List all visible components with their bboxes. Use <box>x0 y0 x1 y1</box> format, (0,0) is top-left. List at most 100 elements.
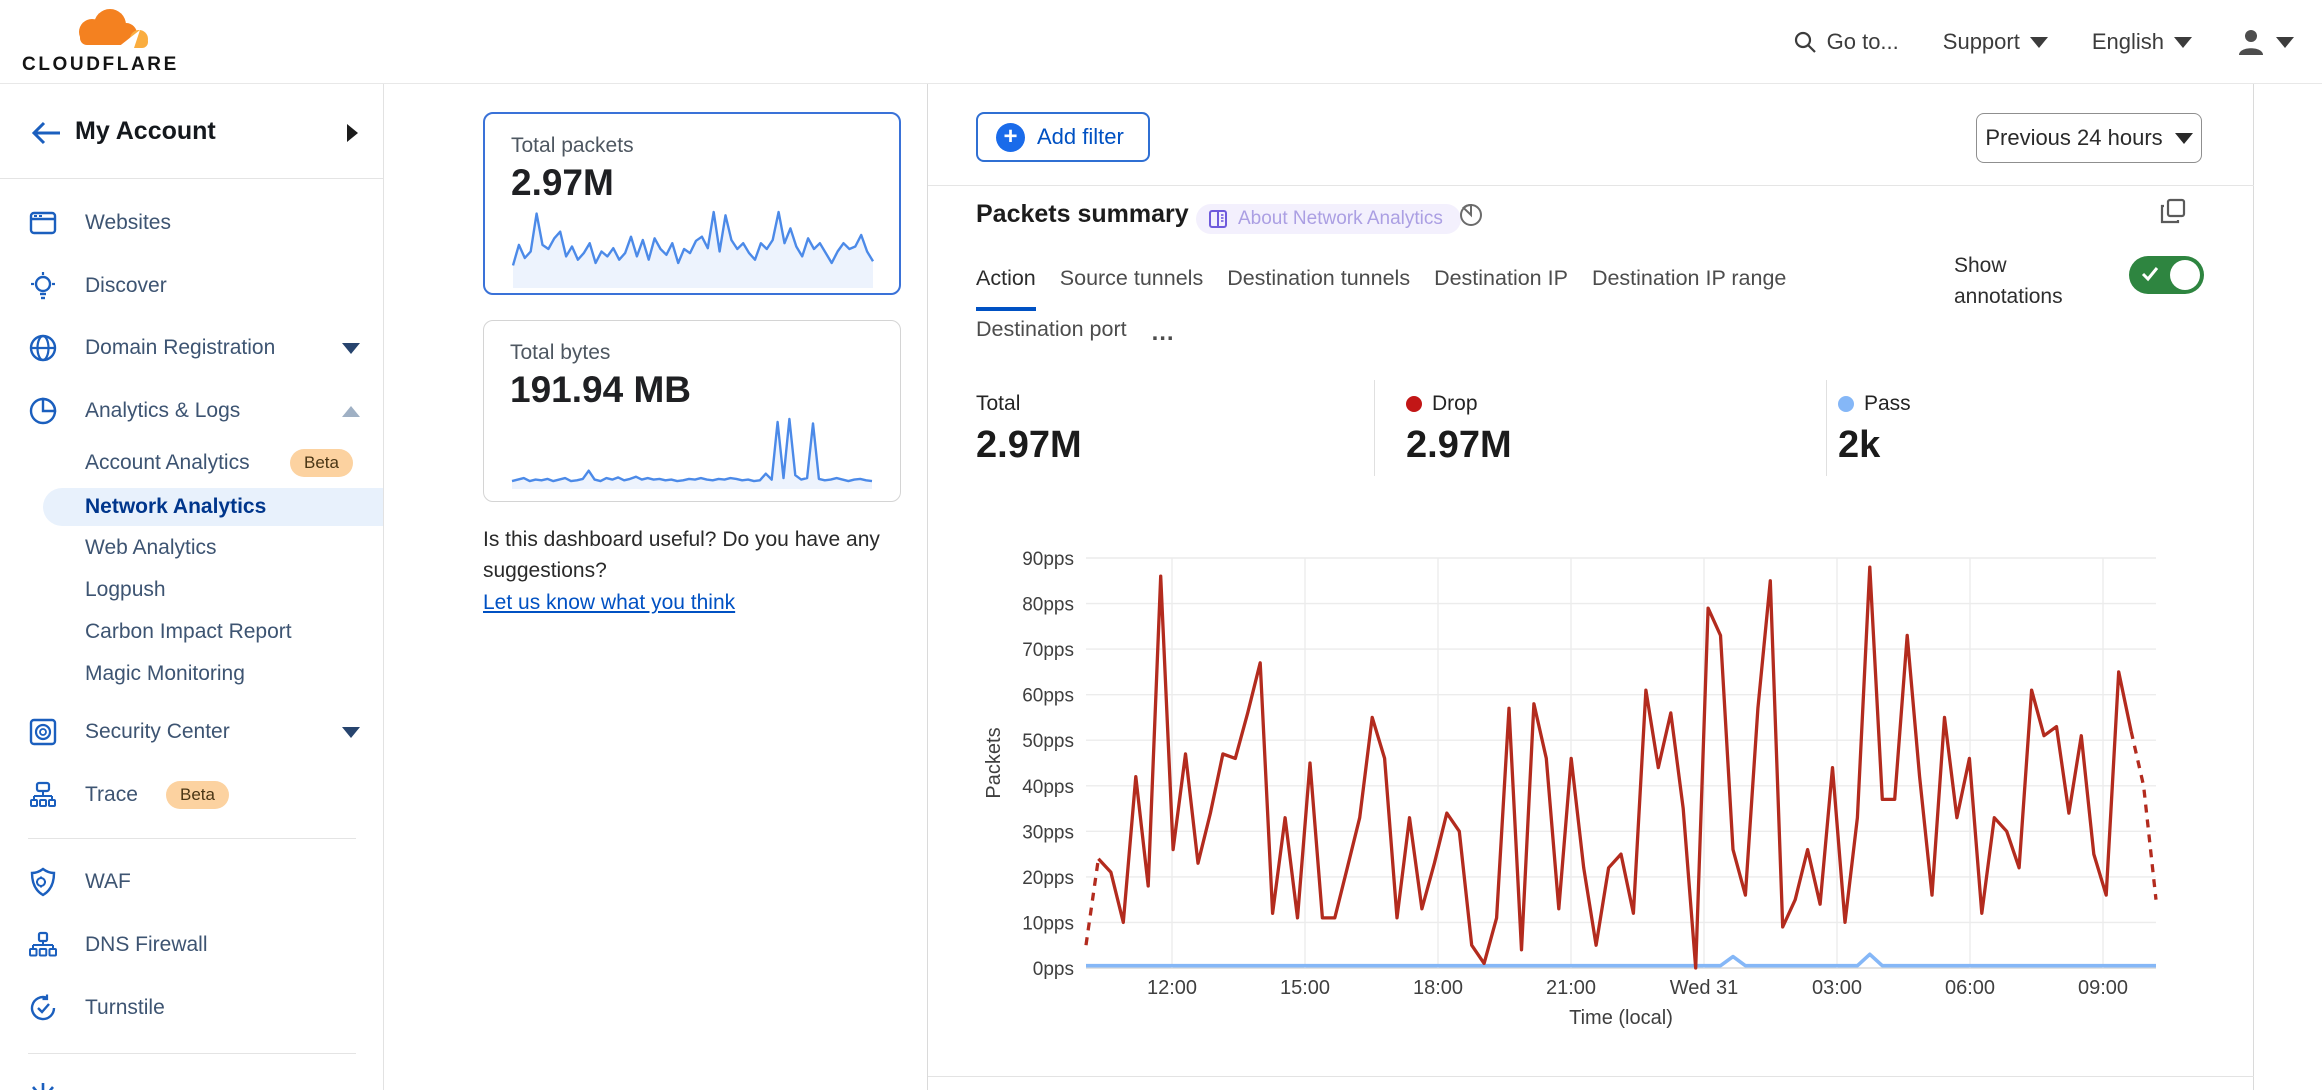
sidebar-item-dns-firewall[interactable]: DNS Firewall <box>0 924 383 966</box>
y-axis-title: Packets <box>983 727 1005 798</box>
packets-chart[interactable]: 0pps 10pps 20pps 30pps 40pps 50pps 60pps 70pps 8… <box>928 524 2254 1044</box>
rotate-check-icon <box>28 993 58 1023</box>
sidebar-item-waf[interactable]: WAF <box>0 861 383 903</box>
show-annotations-label: Show annotations <box>1954 254 2063 308</box>
plus-icon: + <box>996 122 1025 152</box>
sidebar-item-label: Logpush <box>85 578 166 601</box>
chevron-down-icon <box>2174 132 2193 144</box>
sidebar-item-carbon-impact-report[interactable]: Carbon Impact Report <box>0 614 383 650</box>
sidebar-item-turnstile[interactable]: Turnstile <box>0 987 383 1029</box>
divider <box>1374 380 1375 476</box>
cloudflare-cloud-icon <box>79 9 148 48</box>
sidebar-item-label: DNS Firewall <box>85 933 208 956</box>
chevron-right-icon[interactable] <box>347 124 358 142</box>
chevron-down-icon <box>2029 36 2048 48</box>
account-title[interactable]: My Account <box>75 117 216 145</box>
stat-drop: Drop 2.97M <box>1406 392 1512 467</box>
add-filter-button[interactable]: + Add filter <box>976 112 1150 162</box>
goto-search[interactable]: Go to... <box>1793 29 1899 55</box>
x-axis-tick-label: 03:00 <box>1812 977 1862 999</box>
globe-icon <box>28 333 58 363</box>
sidebar-item-websites[interactable]: Websites <box>0 202 383 244</box>
x-axis-tick-label: 15:00 <box>1280 977 1330 999</box>
sidebar-item-logpush[interactable]: Logpush <box>0 572 383 608</box>
stat-label: Drop <box>1432 392 1478 415</box>
add-filter-label: Add filter <box>1037 124 1124 149</box>
sidebar-item-account-analytics[interactable]: Account Analytics Beta <box>0 445 383 481</box>
y-axis-tick-label: 0pps <box>1033 959 1074 980</box>
pass-legend-dot <box>1838 396 1854 412</box>
sidebar-item-domain-registration[interactable]: Domain Registration <box>0 327 383 369</box>
card-title: Total packets <box>511 134 634 157</box>
chevron-down-icon <box>2276 36 2294 48</box>
total-bytes-card[interactable]: Total bytes 191.94 MB <box>483 320 901 502</box>
expand-panel-icon[interactable] <box>2160 198 2186 224</box>
back-arrow-icon[interactable] <box>30 118 64 148</box>
cloudflare-logo[interactable]: CLOUDFLARE <box>22 6 192 78</box>
beta-badge: Beta <box>166 781 229 809</box>
feedback-link[interactable]: Let us know what you think <box>483 591 736 614</box>
sidebar-item-analytics-logs[interactable]: Analytics & Logs <box>0 390 383 432</box>
sidebar-item-trace[interactable]: Trace Beta <box>0 774 383 816</box>
tab-source-tunnels[interactable]: Source tunnels <box>1059 266 1204 290</box>
user-icon <box>2239 30 2263 55</box>
show-annotations-toggle[interactable] <box>2129 256 2204 294</box>
pie-chart-icon[interactable] <box>1458 202 1484 228</box>
sidebar-item-security-center[interactable]: Security Center <box>0 711 383 753</box>
stat-total: Total 2.97M <box>976 392 1082 467</box>
stat-value: 2.97M <box>1406 424 1512 466</box>
book-icon <box>1209 210 1227 228</box>
y-axis-tick-label: 90pps <box>1022 549 1074 570</box>
sidebar: My Account Websites Discover Domain Regi… <box>0 84 384 1090</box>
sidebar-item-label: Analytics & Logs <box>85 399 241 422</box>
support-label: Support <box>1942 29 2020 54</box>
support-menu[interactable]: Support <box>1943 29 2048 55</box>
check-icon <box>2141 267 2159 282</box>
sidebar-item-web-analytics[interactable]: Web Analytics <box>0 530 383 566</box>
stat-label: Total <box>976 392 1021 415</box>
x-axis-tick-label: 21:00 <box>1546 977 1596 999</box>
goto-label: Go to... <box>1826 29 1899 54</box>
drop-series-line <box>1097 565 2133 970</box>
browser-icon <box>28 208 58 238</box>
time-range-button[interactable]: Previous 24 hours <box>1976 113 2202 163</box>
tab-destination-ip[interactable]: Destination IP <box>1434 266 1568 290</box>
packets-time-series-chart[interactable]: 0pps 10pps 20pps 30pps 40pps 50pps 60pps 70pps 8… <box>928 524 2254 1044</box>
about-network-analytics-pill[interactable]: About Network Analytics <box>1196 204 1461 234</box>
feedback-question: Is this dashboard useful? Do you have an… <box>483 528 880 582</box>
about-badge-label: About Network Analytics <box>1238 208 1443 229</box>
sidebar-item-magic-monitoring[interactable]: Magic Monitoring <box>0 656 383 692</box>
tab-destination-port[interactable]: Destination port <box>976 317 1127 341</box>
sidebar-item-label: Websites <box>85 211 171 234</box>
stat-label: Pass <box>1864 392 1911 415</box>
tab-destination-ip-range[interactable]: Destination IP range <box>1591 266 1787 290</box>
panel-title: Packets summary <box>976 200 1189 228</box>
divider <box>28 1053 356 1054</box>
account-menu[interactable] <box>2236 27 2294 57</box>
main-panel: + Add filter Previous 24 hours Packets s… <box>927 84 2254 1090</box>
sidebar-item-label: Turnstile <box>85 996 165 1019</box>
sidebar-item-partial[interactable] <box>0 1075 383 1090</box>
more-tabs-ellipsis[interactable]: … <box>1150 319 1175 346</box>
sidebar-item-discover[interactable]: Discover <box>0 265 383 307</box>
sidebar-item-label: Domain Registration <box>85 336 276 359</box>
dimension-tabs: Action Source tunnels Destination tunnel… <box>976 266 1836 364</box>
tab-destination-tunnels[interactable]: Destination tunnels <box>1227 266 1411 290</box>
sidebar-item-label: Carbon Impact Report <box>85 620 292 643</box>
card-title: Total bytes <box>510 341 611 364</box>
total-packets-card[interactable]: Total packets 2.97M <box>483 112 901 295</box>
selected-item-background <box>43 488 383 526</box>
sidebar-item-label: Magic Monitoring <box>85 662 245 685</box>
language-menu[interactable]: English <box>2092 29 2192 55</box>
sidebar-item-label: Account Analytics <box>85 451 250 474</box>
chevron-down-icon <box>2174 36 2192 48</box>
pass-series-line <box>1086 952 2156 968</box>
time-range-label: Previous 24 hours <box>1985 125 2163 150</box>
drop-legend-dot <box>1406 396 1422 412</box>
stat-pass: Pass 2k <box>1838 392 1911 467</box>
x-axis-tick-label: Wed 31 <box>1670 977 1739 999</box>
sidebar-item-network-analytics[interactable]: Network Analytics <box>0 488 383 526</box>
x-axis-tick-label: 09:00 <box>2078 977 2128 999</box>
account-header: My Account <box>0 110 383 156</box>
tab-action[interactable]: Action <box>976 266 1036 311</box>
